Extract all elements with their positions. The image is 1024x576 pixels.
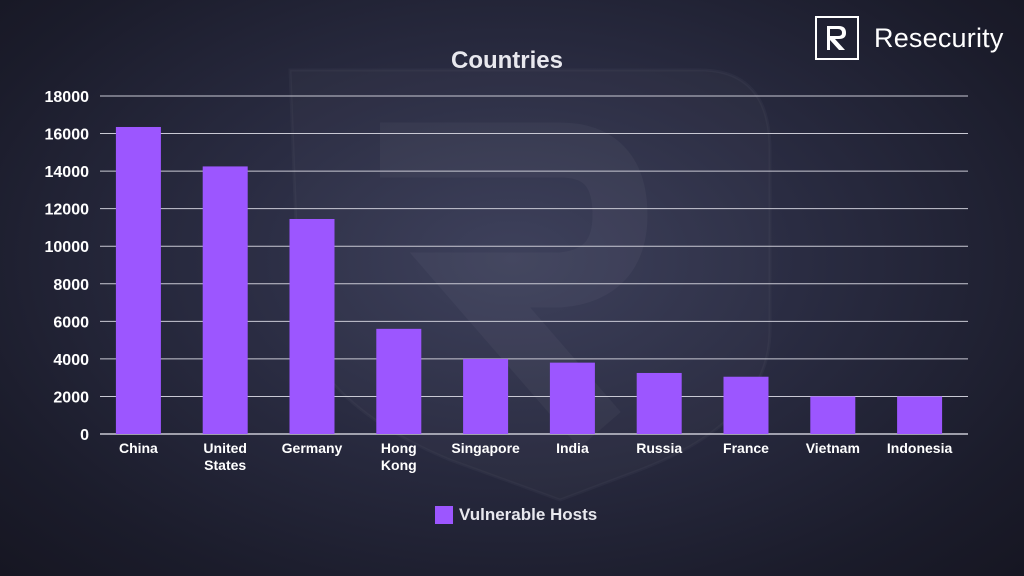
chart-title: Countries — [450, 47, 563, 74]
logo-mark-icon — [815, 16, 859, 60]
y-tick-label: 12000 — [45, 202, 90, 219]
y-tick-label: 8000 — [53, 277, 89, 294]
bar — [897, 396, 943, 434]
brand-logo: Resecurity — [815, 14, 1004, 62]
y-tick-label: 6000 — [53, 314, 89, 331]
bar — [810, 396, 856, 434]
y-tick-label: 10000 — [45, 239, 90, 256]
x-tick-label: Germany — [282, 440, 343, 456]
brand-name: Resecurity — [874, 22, 1004, 53]
y-tick-label: 16000 — [45, 127, 90, 144]
bar — [549, 362, 595, 434]
bar — [376, 328, 422, 434]
y-tick-label: 0 — [80, 427, 89, 444]
y-tick-label: 14000 — [45, 164, 90, 181]
x-tick-label: United States — [203, 440, 247, 473]
bar — [636, 372, 682, 434]
x-tick-label: Russia — [636, 440, 682, 456]
y-axis-ticks: 0 2000 4000 6000 8000 10000 12000 14000 16000 180… — [45, 89, 90, 444]
x-tick-label: India — [556, 440, 589, 456]
x-tick-label: France — [723, 440, 769, 456]
bars — [115, 126, 943, 434]
bar — [463, 358, 509, 434]
bar — [202, 166, 248, 434]
x-tick-label: Singapore — [451, 440, 520, 456]
chart-legend: Vulnerable Hosts — [435, 505, 597, 525]
y-tick-label: 2000 — [53, 389, 89, 406]
legend-label: Vulnerable Hosts — [459, 505, 598, 524]
legend-swatch — [435, 506, 453, 524]
x-tick-label: Vietnam — [806, 440, 860, 456]
x-tick-label: Hong Kong — [381, 440, 417, 473]
y-tick-label: 4000 — [53, 352, 89, 369]
bar — [115, 126, 161, 434]
x-tick-label: Indonesia — [887, 440, 953, 456]
y-tick-label: 18000 — [45, 89, 90, 106]
bar — [723, 376, 769, 434]
bar — [289, 218, 335, 434]
x-tick-label: China — [119, 440, 158, 456]
x-axis-ticks: China United States Germany Hong Kong Singapor… — [119, 440, 953, 473]
